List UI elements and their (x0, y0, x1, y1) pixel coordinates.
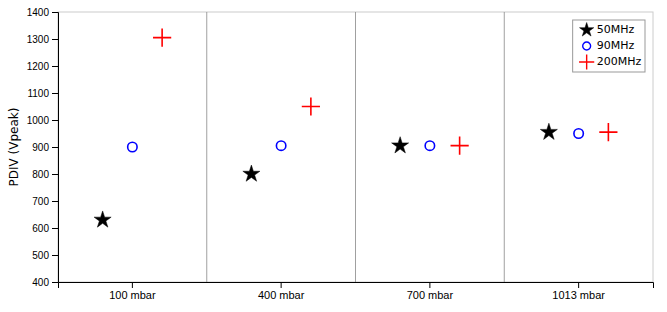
y-tick-label: 500 (32, 250, 49, 261)
y-tick-mark (52, 66, 58, 67)
legend-symbol (580, 23, 594, 37)
category-divider (206, 12, 207, 282)
y-tick: 1000 (27, 115, 58, 126)
y-tick: 1300 (27, 34, 58, 45)
x-tick-mark (132, 282, 133, 288)
y-tick-label: 1300 (27, 34, 50, 45)
y-tick-label: 900 (32, 142, 49, 153)
y-tick-label: 700 (32, 196, 49, 207)
x-tick-label: 1013 mbar (552, 289, 605, 301)
x-axis: 100 mbar 400 mbar 700 mbar 1013 mbar (59, 282, 654, 301)
y-tick-label: 1100 (27, 88, 49, 99)
point (599, 123, 617, 141)
y-tick: 900 (32, 142, 58, 153)
point (451, 137, 469, 155)
legend-item: 50MHz (580, 23, 635, 37)
y-tick-mark (52, 228, 58, 229)
x-tick-mark (429, 282, 430, 288)
y-tick: 600 (32, 223, 58, 234)
x-tick: 700 mbar (407, 282, 454, 301)
y-tick: 700 (32, 196, 58, 207)
y-tick-mark (52, 39, 58, 40)
x-tick-label: 400 mbar (258, 289, 305, 301)
y-axis-title: PDIV (Vpeak) (7, 108, 21, 187)
y-tick-label: 1400 (27, 7, 50, 18)
point (425, 141, 434, 150)
point (276, 141, 285, 150)
legend-label: 200MHz (597, 55, 642, 68)
y-tick-mark (52, 93, 58, 94)
x-tick-label: 100 mbar (109, 289, 156, 301)
y-tick-mark (52, 255, 58, 256)
plot: 100 mbar 400 mbar 700 mbar 1013 mbar 400 500 6… (27, 7, 654, 301)
y-tick-label: 400 (32, 277, 49, 288)
legend-symbol (579, 54, 594, 69)
x-tick-mark (281, 282, 282, 288)
y-tick-mark (52, 282, 58, 283)
y-tick: 400 (32, 277, 58, 288)
series (153, 29, 617, 155)
y-tick: 1400 (27, 7, 58, 18)
y-tick: 1200 (27, 61, 58, 72)
plot-frame (58, 12, 653, 282)
point (128, 142, 137, 151)
legend-label: 50MHz (597, 23, 635, 36)
x-tick-label: 700 mbar (407, 289, 454, 301)
y-tick-label: 1000 (27, 115, 50, 126)
legend-label: 90MHz (597, 39, 635, 52)
x-axis-line (59, 283, 654, 289)
y-tick-label: 800 (32, 169, 49, 180)
series (128, 129, 584, 152)
point (153, 29, 171, 47)
y-axis: 400 500 600 700 800 900 1000 1100 1200 1300 1400 (27, 7, 59, 288)
y-tick-mark (52, 174, 58, 175)
y-axis-line (52, 13, 59, 283)
point (302, 97, 320, 115)
y-tick-mark (52, 147, 58, 148)
category-divider (504, 12, 505, 282)
legend: 50MHz 90MHz 200MHz (573, 20, 645, 72)
y-tick: 1100 (27, 88, 58, 99)
legend-symbol (583, 42, 591, 50)
legend-frame (573, 20, 645, 72)
y-tick-mark (52, 12, 58, 13)
x-tick: 100 mbar (109, 282, 156, 301)
y-tick-mark (52, 201, 58, 202)
legend-item: 200MHz (579, 54, 641, 69)
x-tick: 400 mbar (258, 282, 305, 301)
legend-item: 90MHz (583, 39, 635, 52)
category-divider (355, 12, 356, 282)
x-tick: 1013 mbar (552, 282, 605, 301)
y-tick-mark (52, 120, 58, 121)
point (540, 123, 557, 139)
x-tick-mark (578, 282, 579, 288)
y-tick: 500 (32, 250, 58, 261)
y-tick-label: 1200 (27, 61, 50, 72)
chart: 100 mbar 400 mbar 700 mbar 1013 mbar 400 500 6… (0, 0, 667, 312)
points (94, 29, 617, 228)
series (94, 123, 557, 227)
point (574, 129, 583, 138)
point (243, 165, 260, 181)
point (94, 211, 111, 227)
y-tick-label: 600 (32, 223, 49, 234)
y-tick: 800 (32, 169, 58, 180)
point (392, 137, 409, 153)
